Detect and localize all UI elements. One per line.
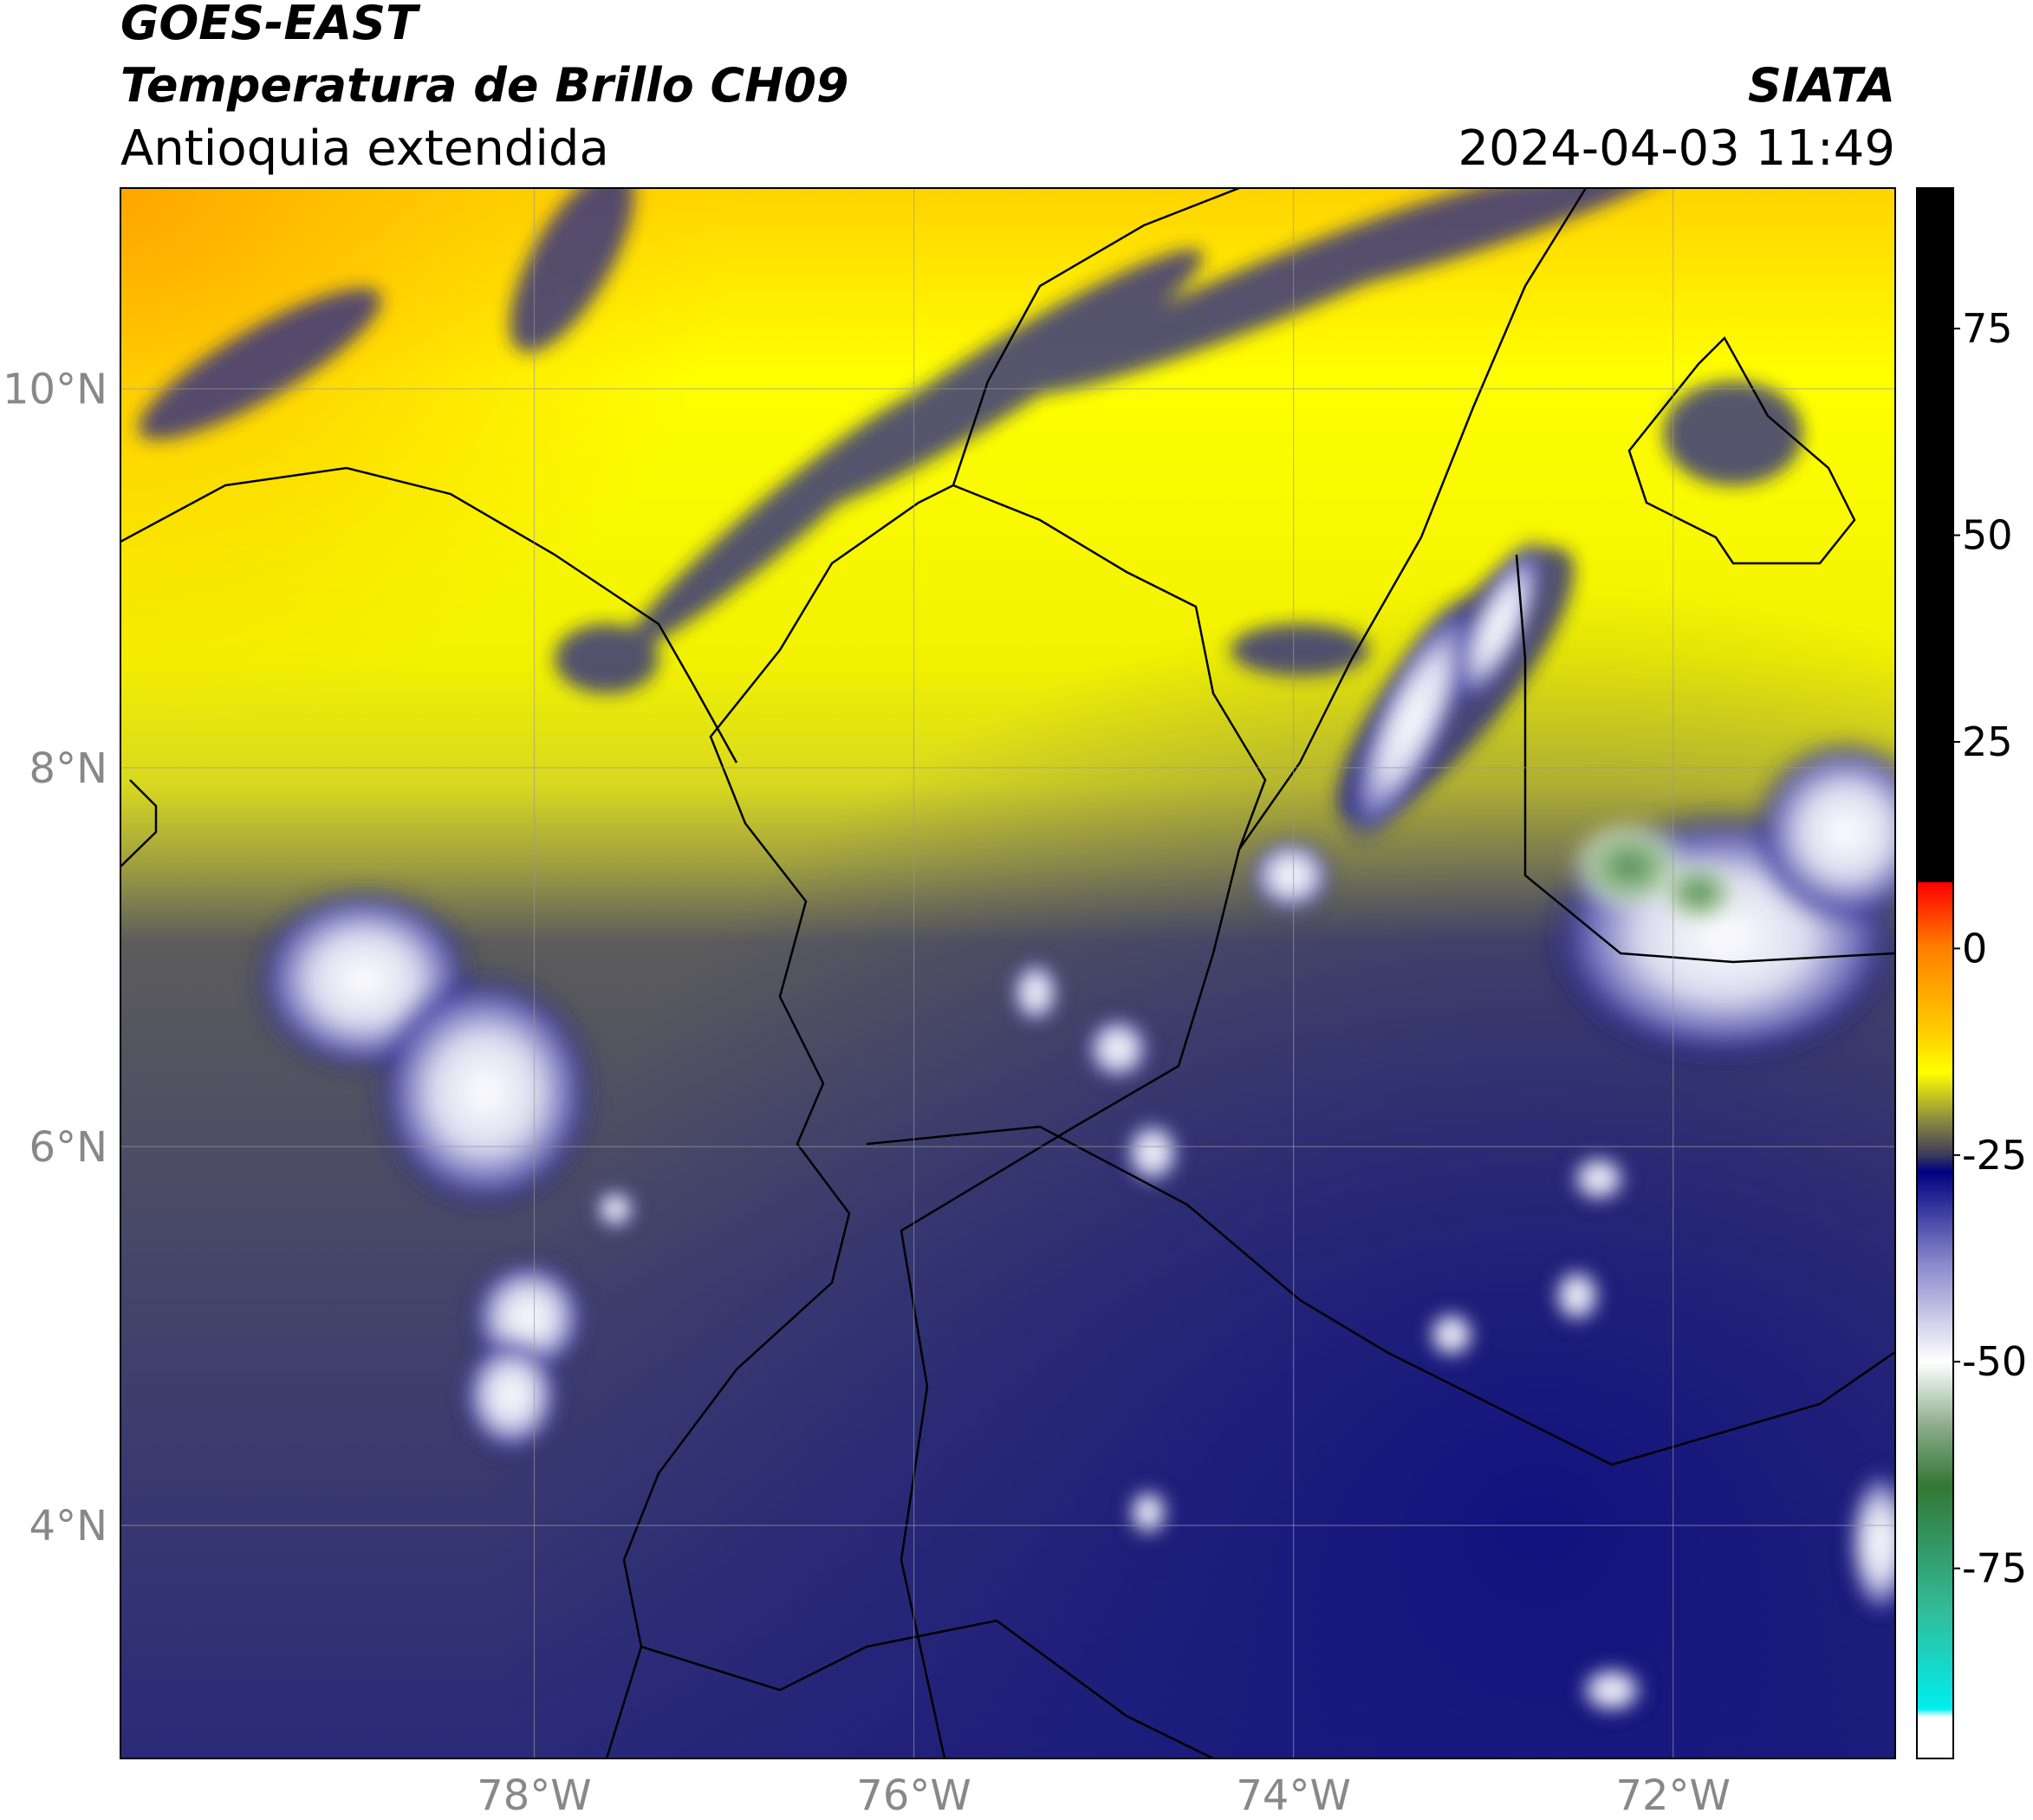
colorbar-scale xyxy=(1916,187,1954,1759)
satellite-image xyxy=(120,188,1895,1758)
x-tick-label: 72°W xyxy=(1615,1771,1731,1820)
colorbar-tick-label: -25 xyxy=(1962,1132,2027,1179)
title: GOES-EAST xyxy=(120,0,421,50)
y-tick-label: 8°N xyxy=(29,744,107,793)
source: SIATA xyxy=(1748,58,1895,113)
colorbar-tick-label: 50 xyxy=(1962,512,2013,559)
map-grid xyxy=(120,188,1895,1758)
colorbar-tick-label: -75 xyxy=(1962,1545,2027,1592)
map-frame xyxy=(120,187,1896,1759)
x-tick-label: 78°W xyxy=(477,1771,592,1820)
region: Antioquia extendida xyxy=(120,120,609,177)
colorbar-tick-label: -50 xyxy=(1962,1338,2027,1385)
x-tick-label: 76°W xyxy=(856,1771,971,1820)
colorbar-tick-label: 75 xyxy=(1962,305,2013,352)
subtitle: Temperatura de Brillo CH09 xyxy=(120,58,849,113)
x-tick-label: 74°W xyxy=(1236,1771,1351,1820)
y-tick-label: 10°N xyxy=(3,366,107,414)
colorbar: 75 50 25 0 -25 -50 -75 xyxy=(1916,187,2027,1759)
datetime: 2024-04-03 11:49 xyxy=(1458,120,1895,177)
y-tick-label: 4°N xyxy=(29,1502,107,1550)
y-tick-label: 6°N xyxy=(29,1123,107,1172)
colorbar-tick-label: 0 xyxy=(1962,925,1987,972)
colorbar-tick-label: 25 xyxy=(1962,718,2013,765)
